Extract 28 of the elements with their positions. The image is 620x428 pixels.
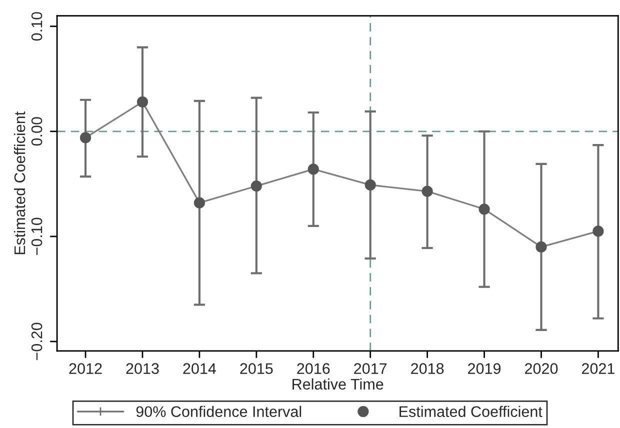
x-tick-label: 2015 bbox=[240, 363, 273, 374]
x-tick-label: 2018 bbox=[411, 363, 444, 374]
point bbox=[308, 164, 319, 175]
point bbox=[80, 132, 92, 144]
x-axis-title: Relative Time bbox=[292, 378, 384, 390]
y-tick-label: −0.10 bbox=[31, 218, 42, 256]
point bbox=[250, 180, 262, 192]
legend-label: Estimated Coefficient bbox=[400, 406, 542, 418]
y-tick-label: 0.10 bbox=[31, 12, 42, 41]
point bbox=[536, 241, 547, 253]
x-tick-label: 2013 bbox=[126, 363, 159, 374]
x-tick-label: 2012 bbox=[69, 363, 102, 374]
point bbox=[136, 96, 148, 108]
x-tick-label: 2016 bbox=[297, 363, 330, 374]
point bbox=[194, 197, 206, 208]
x-tick-label: 2019 bbox=[468, 363, 501, 374]
point bbox=[592, 226, 604, 237]
y-tick-label: 0.00 bbox=[31, 117, 42, 146]
point bbox=[364, 179, 376, 191]
y-tick-label: −0.20 bbox=[31, 322, 42, 360]
text: 90% Confidence Interval bbox=[136, 406, 302, 418]
x-tick-label: 2014 bbox=[183, 363, 216, 374]
point bbox=[422, 186, 433, 197]
y-axis-title: Estimated Coefficient bbox=[14, 111, 26, 254]
x-tick-label: 2021 bbox=[582, 363, 614, 374]
x-tick-label: 2020 bbox=[525, 363, 558, 374]
point bbox=[478, 204, 490, 215]
x-tick-label: 2017 bbox=[354, 363, 387, 374]
